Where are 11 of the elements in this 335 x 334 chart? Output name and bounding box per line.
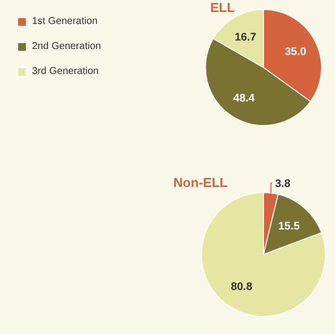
chart-title: ELL [210,0,235,15]
data-label: 15.5 [278,220,300,233]
data-label: 16.7 [234,31,256,44]
data-label: 80.8 [230,281,252,294]
legend-label: 3rd Generation [32,66,99,77]
legend-label: 2nd Generation [32,41,101,52]
data-label: 3.8 [275,178,290,190]
data-label: 35.0 [284,46,306,58]
data-label: 48.4 [233,92,256,105]
chart-title: Non-ELL [173,175,228,190]
legend-label: 1st Generation [32,16,98,27]
